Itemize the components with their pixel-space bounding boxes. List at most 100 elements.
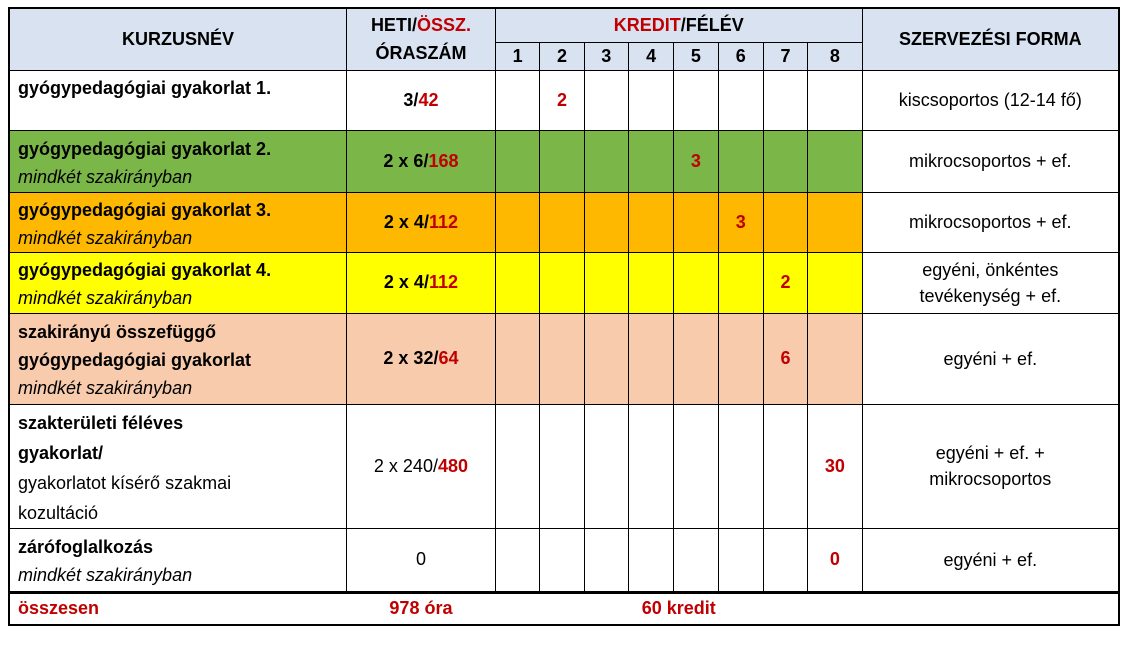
credit-cell	[539, 527, 585, 593]
header-semester-3: 3	[583, 41, 629, 71]
credit-cell	[627, 403, 675, 529]
credit-cell: 2	[762, 251, 809, 314]
credit-cell: 3	[717, 191, 764, 253]
table-row: szakirányú összefüggő gyógypedagógiai gy…	[8, 312, 1120, 405]
credit-cell	[673, 191, 719, 253]
course-name: zárófoglalkozás	[18, 537, 154, 557]
hours-total: 112	[428, 211, 458, 232]
course-name-cell: gyógypedagógiai gyakorlat 2. mindkét sza…	[8, 129, 347, 193]
table-row: gyógypedagógiai gyakorlat 3. mindkét sza…	[8, 191, 1120, 253]
credit-cell	[583, 69, 629, 131]
credit-cell	[627, 251, 675, 314]
credit-cell	[717, 129, 764, 193]
credit-cell	[807, 69, 863, 131]
header-hours-total: ÖSSZ.	[416, 15, 471, 36]
table-row: zárófoglalkozás mindkét szakirányban 0 0…	[8, 527, 1120, 593]
credit-cell	[717, 312, 764, 405]
credit-cell	[539, 251, 585, 314]
course-name-line3: gyakorlatot kísérő szakmai	[18, 472, 232, 493]
course-name-cell: zárófoglalkozás mindkét szakirányban	[8, 527, 347, 593]
organization-form: egyéni + ef.	[861, 312, 1120, 405]
credit-cell	[717, 251, 764, 314]
course-subtitle: mindkét szakirányban	[18, 565, 193, 585]
credit-cell	[583, 312, 629, 405]
hours-weekly: 2 x 4/	[383, 272, 429, 292]
credit-cell	[807, 191, 863, 253]
course-name-line2: gyakorlat/	[18, 442, 104, 463]
credit-cell	[627, 69, 675, 131]
total-hours: 978 óra	[346, 590, 496, 625]
credit-cell	[539, 403, 585, 529]
header-hours-weekly: HETI/	[370, 15, 417, 36]
credit-cell: 6	[762, 312, 809, 405]
table-row: gyógypedagógiai gyakorlat 1. 3/42 2 kisc…	[8, 69, 1120, 131]
credit-cell	[673, 251, 719, 314]
credit-cell	[583, 251, 629, 314]
credit-cell	[494, 251, 541, 314]
credit-cell	[539, 129, 585, 193]
credit-cell	[762, 527, 809, 593]
credit-cell	[627, 312, 675, 405]
total-row: összesen 978 óra 60 kredit	[7, 590, 1120, 625]
credit-cell	[627, 191, 675, 253]
organization-form: egyéni + ef. + mikrocsoportos	[861, 403, 1120, 529]
credit-cell	[583, 527, 629, 593]
course-hours: 2 x 4/112	[345, 251, 496, 314]
course-name: gyógypedagógiai gyakorlat 1.	[8, 69, 347, 131]
header-semester: /FÉLÉV	[680, 14, 744, 35]
course-name: gyógypedagógiai gyakorlat 2.	[18, 138, 272, 159]
course-name: gyógypedagógiai gyakorlat 4.	[18, 260, 272, 280]
organization-form-line2: mikrocsoportos	[929, 469, 1052, 489]
course-table: KURZUSNÉV HETI/ÖSSZ. ÓRASZÁM KREDIT/FÉLÉ…	[7, 7, 1120, 626]
hours-total: 112	[428, 272, 458, 292]
organization-form-line1: egyéni + ef. +	[935, 443, 1045, 463]
header-semester-2: 2	[539, 41, 585, 71]
course-hours: 3/42	[345, 69, 496, 131]
header-credit-semester: KREDIT/FÉLÉV	[494, 7, 863, 43]
credit-cell	[673, 403, 719, 529]
credit-cell	[762, 191, 809, 253]
hours-total: 480	[437, 455, 468, 476]
hours-weekly: 2 x 4/	[383, 211, 429, 232]
credit-cell	[494, 403, 541, 529]
credit-cell: 2	[539, 69, 585, 131]
course-name-cell: szakterületi féléves gyakorlat/ gyakorla…	[8, 403, 347, 529]
header-semester-1: 1	[494, 41, 541, 71]
credit-cell	[494, 191, 541, 253]
course-hours: 0	[345, 527, 496, 593]
course-name-cell: gyógypedagógiai gyakorlat 3. mindkét sza…	[8, 191, 347, 253]
credit-cell: 0	[807, 527, 863, 593]
credit-cell	[627, 527, 675, 593]
credit-cell	[673, 312, 719, 405]
credit-cell	[539, 312, 585, 405]
header-semester-8: 8	[807, 41, 863, 71]
credit-cell	[583, 191, 629, 253]
course-hours: 2 x 6/168	[345, 129, 496, 193]
credit-cell	[762, 69, 809, 131]
credit-cell	[717, 527, 764, 593]
credit-cell	[807, 129, 863, 193]
credit-cell	[494, 312, 541, 405]
course-subtitle: mindkét szakirányban	[18, 166, 193, 187]
course-name-line4: kozultáció	[18, 502, 99, 523]
total-label: összesen	[7, 590, 347, 625]
organization-form: kiscsoportos (12-14 fő)	[861, 69, 1120, 131]
header-organization-form: SZERVEZÉSI FORMA	[861, 7, 1120, 71]
header-semester-7: 7	[762, 41, 809, 71]
course-subtitle: mindkét szakirányban	[18, 378, 193, 398]
credit-cell	[673, 69, 719, 131]
hours-total: 64	[438, 348, 459, 368]
hours-weekly: 2 x 32/	[383, 348, 439, 368]
header-semester-5: 5	[673, 41, 719, 71]
credit-cell	[807, 312, 863, 405]
course-name-cell: gyógypedagógiai gyakorlat 4. mindkét sza…	[8, 251, 347, 314]
course-name: gyógypedagógiai gyakorlat 3.	[18, 199, 272, 220]
course-subtitle: mindkét szakirányban	[18, 288, 193, 308]
credit-cell	[717, 403, 764, 529]
credit-cell	[539, 191, 585, 253]
hours-weekly: 3/	[403, 89, 419, 110]
course-name-line1: szakterületi féléves	[18, 412, 184, 433]
header-course-name: KURZUSNÉV	[8, 7, 347, 71]
course-name-line1: szakirányú összefüggő	[18, 322, 217, 342]
credit-cell: 30	[807, 403, 863, 529]
